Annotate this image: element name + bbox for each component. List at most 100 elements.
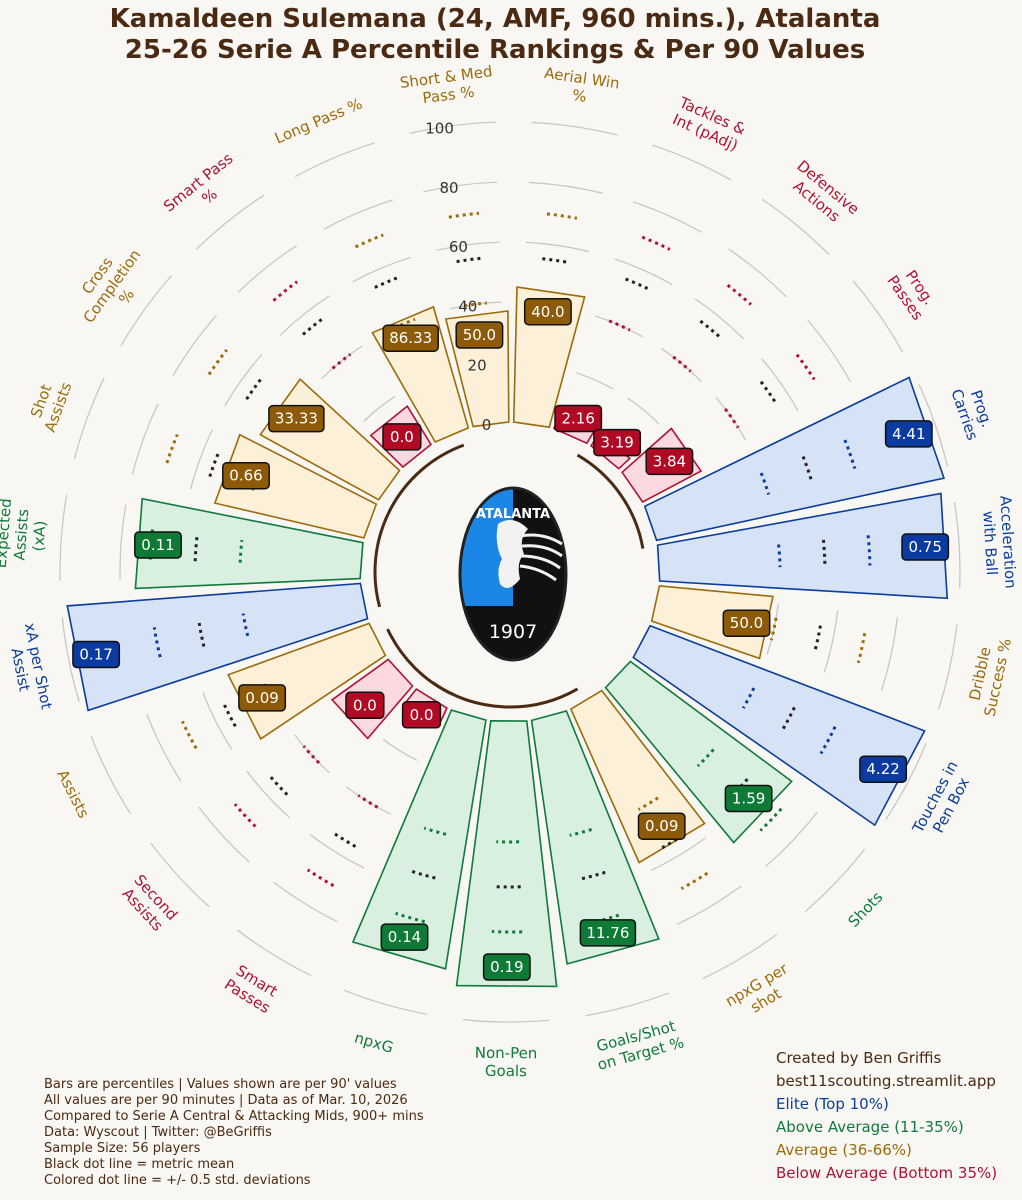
note-line: All values are per 90 minutes | Data as … xyxy=(44,1093,408,1108)
grid-arc xyxy=(246,770,290,819)
value-box xyxy=(238,684,287,712)
grid-arc xyxy=(120,275,172,347)
value-text: 11.76 xyxy=(586,924,629,942)
metric-label-line: Assists xyxy=(53,767,92,821)
grid-arc xyxy=(918,384,948,467)
grid-arc xyxy=(525,241,589,253)
mean-dot-line xyxy=(843,439,857,470)
value-text: 4.22 xyxy=(866,760,899,778)
grid-arc xyxy=(90,736,131,814)
legend-below-average: Below Average (Bottom 35%) xyxy=(776,1164,998,1182)
grid-arc xyxy=(198,806,250,863)
metric-label: Smart Pass% xyxy=(160,149,236,215)
grid-arc xyxy=(237,244,298,293)
grid-arc xyxy=(119,504,127,580)
mean-dot-line xyxy=(821,539,827,567)
metric-label-line: Assists xyxy=(10,508,32,561)
radial-tick-label: 100 xyxy=(425,120,454,138)
value-label: 0.09 xyxy=(637,812,686,840)
mean-dot-line xyxy=(637,796,659,811)
grid-arc xyxy=(660,347,702,382)
metric-label-line: Smart Pass xyxy=(160,149,236,215)
metric-label: Long Pass % xyxy=(272,94,365,147)
grid-arc xyxy=(761,358,799,412)
mean-dot-line xyxy=(759,807,783,832)
percentile-bar xyxy=(632,624,926,827)
grid-arc xyxy=(309,834,365,869)
value-labels: 40.0 2.16 3.19 3.84 4.41 0.75 50.0 4.22 1.59 0.09… xyxy=(72,298,950,981)
grid-arc xyxy=(880,617,898,691)
grid-arc xyxy=(363,395,396,422)
value-label: 0.0 xyxy=(345,691,385,720)
note-line: Data: Wyscout | Twitter: @BeGriffis xyxy=(44,1125,272,1140)
grid-arc xyxy=(150,842,210,908)
grid-arc xyxy=(279,295,330,336)
value-text: 3.84 xyxy=(653,452,686,470)
percentile-bar xyxy=(656,492,949,600)
grid-arc xyxy=(73,377,105,460)
mean-dot-line xyxy=(569,827,593,837)
mean-dot-line xyxy=(795,353,816,381)
value-text: 3.19 xyxy=(600,434,633,452)
note-line: Colored dot line = +/- 0.5 std. deviatio… xyxy=(44,1173,311,1188)
value-box xyxy=(884,420,933,448)
metric-label: npxG xyxy=(352,1029,395,1057)
grid-arc xyxy=(423,181,498,193)
center-arc xyxy=(431,681,579,709)
metric-label: Tackles &Int (pAdj) xyxy=(670,93,749,155)
mean-dot-line xyxy=(306,868,335,888)
value-box xyxy=(593,428,642,457)
metric-label: Shots xyxy=(844,888,886,931)
value-box xyxy=(72,640,121,669)
mean-dot-line xyxy=(354,233,384,249)
legend-elite: Elite (Top 10%) xyxy=(776,1095,889,1113)
grid-arc xyxy=(528,181,604,194)
mean-dot-line xyxy=(696,748,715,768)
grid-arc xyxy=(804,848,866,913)
value-box xyxy=(268,404,325,433)
value-label: 0.14 xyxy=(380,923,429,951)
credit-author: Created by Ben Griffis xyxy=(776,1049,942,1067)
grid-arc xyxy=(382,738,418,761)
value-label: 3.84 xyxy=(645,447,694,476)
grid-arc xyxy=(237,929,312,977)
grid-arc xyxy=(728,248,787,298)
mean-dot-line xyxy=(625,277,651,292)
value-text: 0.09 xyxy=(645,817,678,835)
mean-dot-line xyxy=(672,355,692,373)
grid-arc xyxy=(346,786,391,815)
grid-arc xyxy=(343,989,428,1015)
radial-tick-labels: 0 20 40 60 80 100 xyxy=(425,120,491,434)
grid-arc xyxy=(131,403,159,475)
atalanta-logo: ATALANTA 1907 xyxy=(458,486,568,662)
grid-arc xyxy=(294,142,375,178)
grid-arc xyxy=(702,934,778,980)
mean-dot-line xyxy=(165,434,179,464)
footnotes: Bars are percentiles | Values shown are … xyxy=(44,1077,424,1189)
mean-dot-line xyxy=(331,353,352,370)
mean-dot-line xyxy=(208,451,221,478)
mean-dot-line xyxy=(272,280,298,302)
grid-arc xyxy=(694,298,745,340)
value-label: 1.59 xyxy=(724,784,773,813)
metric-label: Prog.Passes xyxy=(883,267,938,324)
value-text: 0.17 xyxy=(79,646,112,664)
mean-dot-line xyxy=(374,275,400,289)
value-label: 4.41 xyxy=(884,420,933,448)
mean-dot-line xyxy=(302,745,321,764)
percentile-bar xyxy=(530,710,660,965)
mean-dot-line xyxy=(222,702,237,728)
mean-dot-line xyxy=(245,376,264,401)
mean-dot-line xyxy=(856,633,867,664)
value-label: 0.17 xyxy=(72,640,121,669)
value-text: 0.0 xyxy=(353,696,377,714)
grid-arc xyxy=(766,603,779,655)
value-label: 50.0 xyxy=(722,609,771,637)
grid-arc xyxy=(595,315,644,338)
